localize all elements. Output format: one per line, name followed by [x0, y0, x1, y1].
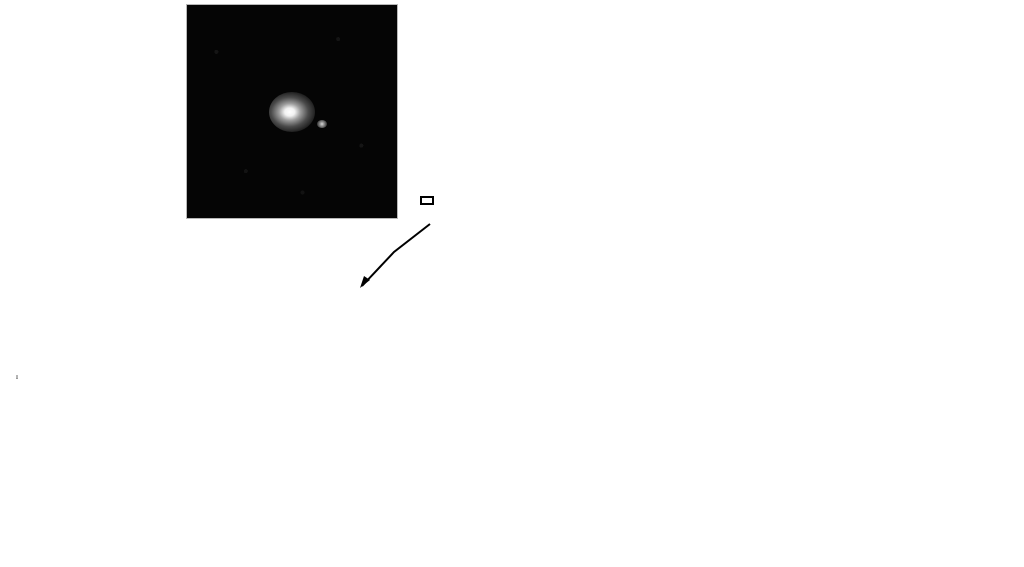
object-blob [269, 91, 315, 132]
ring-table-title [16, 375, 18, 379]
wheel-svg [492, 2, 1022, 565]
callout-leader-line [360, 223, 431, 288]
discovery-image [186, 4, 398, 219]
astrology-wheel[interactable] [492, 2, 1022, 565]
midpoint-callout [420, 196, 434, 205]
companion-blob [317, 120, 328, 129]
chart-header [6, 2, 196, 3]
extra-ring-table [16, 375, 18, 379]
